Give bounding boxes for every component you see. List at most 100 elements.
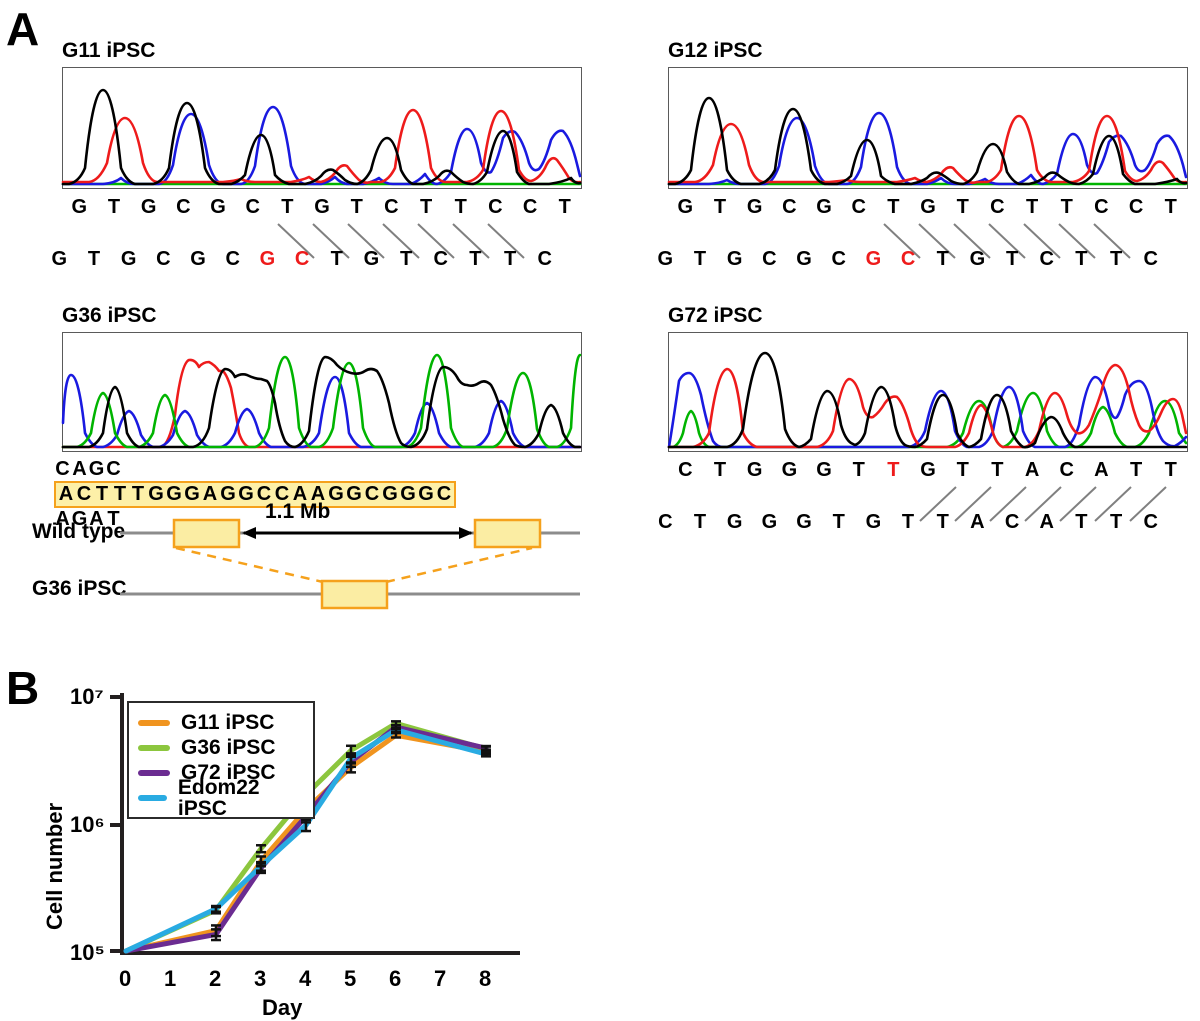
sequence-base: C — [76, 483, 92, 505]
sequence-base: C — [436, 483, 452, 505]
chart-xtick-3: 3 — [254, 966, 267, 991]
chart-errorbar — [211, 928, 221, 942]
sequence-base: T — [454, 196, 467, 218]
chart-ytick-1e7: 10⁷ — [70, 684, 104, 709]
legend-label: Edom22 iPSC — [177, 775, 260, 820]
chromatogram-svg-g72 — [667, 351, 1188, 449]
alignment-connectors-g11 — [277, 223, 525, 259]
sequence-base: T — [1109, 248, 1123, 270]
sequence-base: T — [693, 248, 707, 270]
sequence-base: T — [713, 196, 727, 218]
sequence-base: G — [148, 483, 164, 505]
sequence-base: G — [796, 511, 812, 533]
sequence-base: G — [382, 483, 398, 505]
legend-item-edom22-ipsc[interactable]: Edom22 iPSC — [138, 777, 301, 819]
sequence-base: G — [210, 196, 226, 218]
sequence-base: A — [1094, 459, 1109, 481]
diagram-label-g36: G36 iPSC — [32, 577, 127, 600]
sequence-base: T — [956, 459, 969, 481]
sequence-base: G — [328, 483, 344, 505]
sequence-base: G — [166, 483, 182, 505]
chart-xtick-4: 4 — [299, 966, 312, 991]
sequence-base: C — [294, 248, 310, 270]
sequence-base: G — [238, 483, 254, 505]
sequence-base: T — [956, 196, 969, 218]
legend-swatch — [138, 719, 170, 726]
sequence-base: C — [106, 458, 121, 480]
chromatogram-svg-g36 — [61, 353, 582, 449]
sequence-base: C — [384, 196, 399, 218]
chart-xtick-2: 2 — [209, 966, 222, 991]
sequence-base: A — [202, 483, 218, 505]
sequence-base: G — [865, 511, 882, 533]
sequence-base: T — [87, 248, 101, 270]
sequence-base: C — [900, 248, 916, 270]
sequence-base: G — [746, 459, 763, 481]
deletion-connector-lines — [175, 546, 533, 584]
sequence-base: A — [310, 483, 326, 505]
sequence-base: C — [364, 483, 380, 505]
chromatogram-trace-g11 — [61, 67, 582, 189]
sequence-base: C — [831, 248, 846, 270]
sequence-base: C — [851, 196, 866, 218]
chromatogram-title-g11: G11 iPSC — [62, 39, 156, 62]
sequence-base: C — [176, 196, 191, 218]
sequence-base: A — [1039, 511, 1054, 533]
sequence-base: G — [346, 483, 362, 505]
sequence-base: C — [55, 458, 70, 480]
sequence-base: G — [816, 459, 832, 481]
sequence-base: T — [1164, 196, 1177, 218]
sequence-base: C — [274, 483, 290, 505]
sequence-base: G — [184, 483, 200, 505]
legend-swatch — [138, 794, 167, 801]
sequence-base: G — [400, 483, 416, 505]
sequence-base: C — [522, 196, 538, 218]
chart-errorbar — [481, 750, 491, 758]
sequence-base: C — [256, 483, 272, 505]
sequence-base: G — [920, 196, 936, 218]
sequence-base: C — [1143, 248, 1158, 270]
chart-xtick-0: 0 — [119, 966, 132, 991]
chart-x-axis-label: Day — [262, 995, 303, 1020]
sequence-base: G — [120, 248, 137, 270]
sequence-base: T — [1025, 196, 1039, 218]
chart-ytick-1e5: 10⁵ — [70, 940, 105, 965]
sequence-base: G — [51, 248, 68, 270]
sequence-base: G — [746, 196, 763, 218]
sequence-base: T — [936, 511, 949, 533]
sequence-base: T — [1075, 248, 1088, 270]
chart-errorbar-layer — [211, 720, 491, 942]
sequence-base: C — [1143, 511, 1158, 533]
sequence-base: T — [852, 459, 865, 481]
legend-item-g72-ipsc[interactable]: G72 iPSC — [138, 760, 301, 785]
legend-item-g11-ipsc[interactable]: G11 iPSC — [138, 710, 301, 735]
chart-xtick-7: 7 — [434, 966, 447, 991]
chart-errorbar — [301, 818, 311, 833]
sequence-base: C — [156, 248, 171, 270]
sequence-base: C — [488, 196, 503, 218]
sequence-base: A — [970, 511, 985, 533]
chromatogram-svg-g12 — [667, 96, 1188, 186]
chart-xtick-1: 1 — [164, 966, 177, 991]
sequence-base: G — [190, 248, 206, 270]
sequence-base: G — [363, 248, 380, 270]
chart-legend: G11 iPSC G36 iPSC G72 iPSC Edom22 iPSC — [127, 701, 315, 819]
sequence-base: C — [990, 196, 1005, 218]
chromatogram-title-g12: G12 iPSC — [668, 39, 763, 62]
sequence-base: G — [220, 483, 236, 505]
sequence-base: G — [71, 508, 88, 530]
sequence-base: T — [991, 459, 1004, 481]
chart-xtick-8: 8 — [479, 966, 492, 991]
sequence-base: G — [88, 458, 105, 480]
chart-errorbar — [256, 860, 266, 872]
sequence-base: A — [89, 508, 104, 530]
sequence-base: C — [1059, 459, 1074, 481]
legend-item-g36-ipsc[interactable]: G36 iPSC — [138, 735, 301, 760]
chart-x-tick-labels: 0 1 2 3 4 5 6 7 8 — [0, 966, 560, 996]
alignment-connectors-g72 — [919, 486, 1167, 522]
chromatogram-svg-g11 — [61, 88, 582, 186]
sequence-base: G — [140, 196, 157, 218]
